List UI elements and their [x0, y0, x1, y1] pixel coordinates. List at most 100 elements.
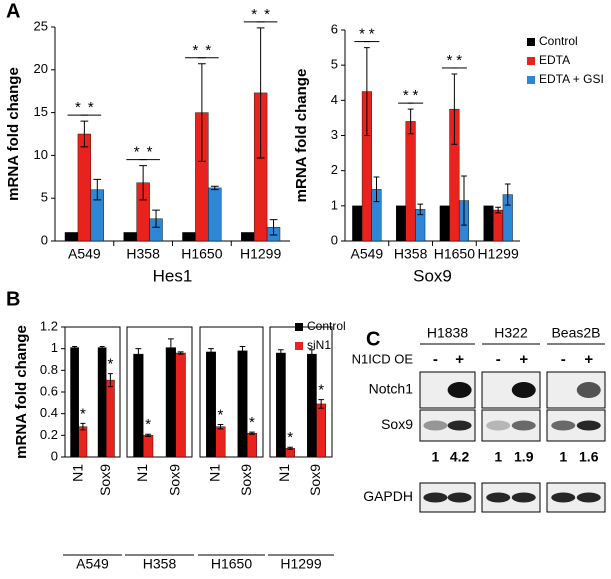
- y-tick-label: 1.2: [40, 318, 58, 333]
- error-bar: [208, 348, 214, 356]
- significance-mark: *: [147, 144, 153, 161]
- x-tick-label: Sox9: [166, 464, 182, 496]
- error-bar: [269, 219, 278, 236]
- error-bar: [107, 373, 113, 388]
- blot-frame: [481, 371, 541, 409]
- x-axis-label: H358: [143, 556, 177, 572]
- y-tick-label: 1: [331, 197, 338, 212]
- error-bar: [249, 431, 255, 435]
- legend-label: siN1: [307, 338, 331, 352]
- bar: [483, 205, 494, 242]
- blot-band: [486, 492, 511, 503]
- lane-label: +: [519, 351, 528, 368]
- bar: [395, 205, 407, 242]
- bar: [215, 426, 226, 458]
- error-bar: [139, 165, 148, 201]
- y-tick-label: 1: [51, 340, 58, 355]
- error-bar: [93, 178, 102, 201]
- bar: [182, 232, 196, 242]
- significance-mark: *: [192, 42, 198, 59]
- blot-band: [447, 420, 472, 431]
- error-bar: [135, 348, 142, 360]
- y-tick-label: 5: [41, 190, 48, 205]
- error-bar: [167, 338, 174, 357]
- significance-mark: *: [88, 99, 94, 116]
- blot-band: [511, 382, 536, 398]
- bar: [237, 350, 248, 458]
- legend-swatch: [527, 38, 535, 46]
- error-bar: [318, 399, 324, 409]
- bar: [143, 435, 154, 458]
- blot-band: [447, 492, 472, 503]
- bar: [307, 353, 317, 458]
- bar: [316, 403, 327, 458]
- bar: [133, 353, 144, 458]
- bar: [123, 232, 137, 242]
- x-tick-label: H1650: [434, 246, 475, 262]
- bar: [97, 347, 107, 458]
- lane-label: -: [561, 351, 566, 368]
- error-bar: [373, 176, 380, 203]
- bar: [77, 133, 92, 242]
- significance-mark: *: [218, 406, 224, 423]
- error-bar: [256, 27, 265, 159]
- significance-mark: *: [456, 52, 462, 69]
- bar: [493, 209, 504, 242]
- y-tick-label: 20: [34, 61, 48, 76]
- panel-label: C: [366, 328, 380, 350]
- blot-band: [447, 382, 472, 398]
- x-axis-label: H1299: [280, 556, 321, 572]
- bar: [206, 351, 216, 458]
- bar: [405, 121, 416, 242]
- legend-swatch: [527, 76, 535, 84]
- legend-swatch: [295, 323, 303, 331]
- error-bar: [363, 47, 370, 136]
- blot-band: [423, 492, 448, 503]
- bar: [70, 347, 79, 458]
- quantification: 1: [559, 449, 567, 465]
- bar: [439, 205, 450, 242]
- significance-mark: *: [359, 26, 365, 43]
- bar: [352, 205, 363, 242]
- y-tick-label: 0: [41, 232, 48, 247]
- significance-mark: *: [205, 42, 211, 59]
- bar: [247, 432, 257, 458]
- blot-band: [486, 420, 511, 431]
- quantification: 1.6: [579, 449, 599, 465]
- legend-label: EDTA + GSI: [539, 72, 604, 86]
- row-label: Sox9: [381, 416, 413, 432]
- significance-mark: *: [107, 356, 113, 373]
- bar: [208, 187, 222, 242]
- error-bar: [287, 446, 293, 450]
- blot-band: [576, 492, 601, 503]
- error-bar: [217, 424, 224, 430]
- legend-swatch: [295, 342, 303, 350]
- y-tick-label: 6: [331, 21, 338, 36]
- y-axis-label: mRNA fold change: [5, 67, 22, 201]
- blot-band: [576, 382, 601, 398]
- x-axis-label: Hes1: [153, 266, 193, 285]
- x-axis-label: Sox9: [413, 266, 452, 285]
- y-tick-label: 0: [51, 448, 58, 463]
- y-tick-label: 0.6: [40, 383, 58, 398]
- significance-mark: *: [413, 87, 419, 104]
- significance-mark: *: [80, 405, 86, 422]
- panel-label: A: [6, 0, 20, 22]
- y-tick-label: 0.4: [40, 405, 58, 420]
- x-axis-label: A549: [76, 556, 109, 572]
- y-tick-label: 0.8: [40, 362, 58, 377]
- lane-label: -: [433, 351, 438, 368]
- error-bar: [80, 120, 89, 148]
- y-tick-label: 0.2: [40, 427, 58, 442]
- significance-mark: *: [75, 99, 81, 116]
- lane-label: +: [455, 351, 464, 368]
- y-tick-label: 25: [34, 18, 48, 33]
- condition-label: N1ICD OE: [352, 351, 414, 366]
- error-bar: [177, 351, 184, 355]
- x-tick-label: H1650: [181, 246, 222, 262]
- y-tick-label: 3: [331, 127, 338, 142]
- x-tick-label: A549: [351, 246, 384, 262]
- quantification: 1: [432, 449, 440, 465]
- significance-mark: *: [318, 382, 324, 399]
